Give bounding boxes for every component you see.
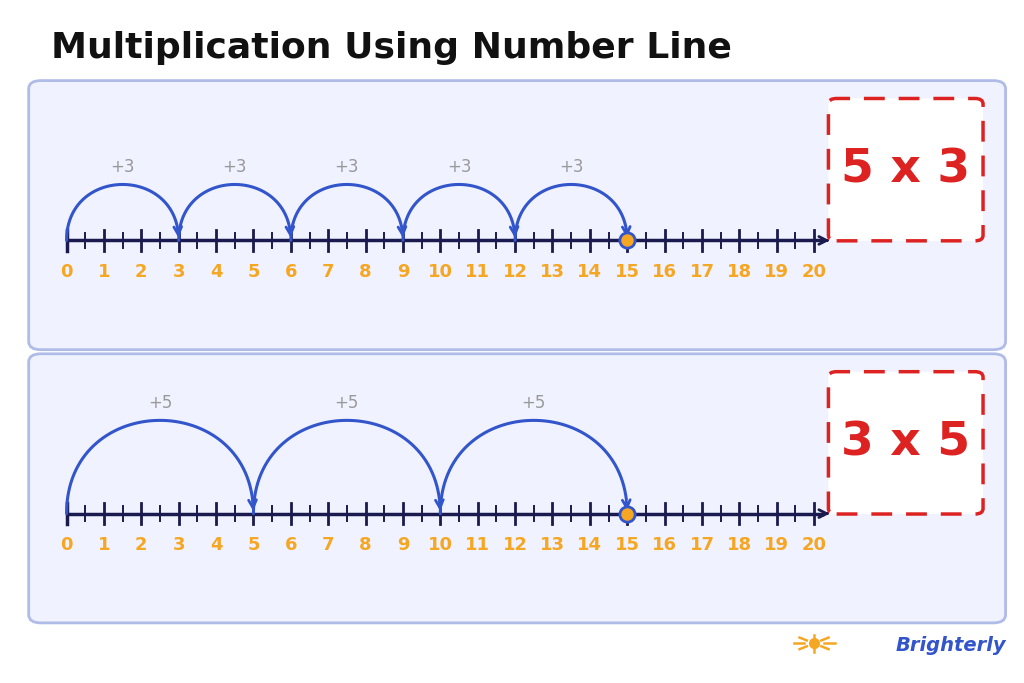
Text: 16: 16 <box>652 263 677 281</box>
Text: 8: 8 <box>359 536 372 554</box>
FancyBboxPatch shape <box>828 98 983 241</box>
Text: 5: 5 <box>247 263 260 281</box>
Text: 6: 6 <box>285 536 297 554</box>
Text: +5: +5 <box>521 394 546 412</box>
Text: +3: +3 <box>559 158 584 176</box>
Text: Multiplication Using Number Line: Multiplication Using Number Line <box>51 31 732 65</box>
Text: 5 x 3: 5 x 3 <box>841 147 971 192</box>
Text: 15: 15 <box>614 536 640 554</box>
FancyBboxPatch shape <box>828 372 983 514</box>
Text: 16: 16 <box>652 536 677 554</box>
Text: 12: 12 <box>503 263 527 281</box>
Text: 9: 9 <box>396 536 410 554</box>
Text: +5: +5 <box>335 394 359 412</box>
Text: 5: 5 <box>247 536 260 554</box>
Text: 3 x 5: 3 x 5 <box>841 420 971 465</box>
Text: 2: 2 <box>135 536 147 554</box>
Text: 10: 10 <box>428 263 453 281</box>
FancyBboxPatch shape <box>29 81 1006 350</box>
Text: 18: 18 <box>727 536 752 554</box>
Text: 1: 1 <box>97 536 111 554</box>
Text: +3: +3 <box>335 158 359 176</box>
Text: 7: 7 <box>322 536 335 554</box>
Text: 20: 20 <box>802 536 826 554</box>
Text: 11: 11 <box>465 263 490 281</box>
Text: 7: 7 <box>322 263 335 281</box>
Text: 0: 0 <box>60 263 73 281</box>
Text: +5: +5 <box>147 394 172 412</box>
Text: 14: 14 <box>578 263 602 281</box>
Text: 18: 18 <box>727 263 752 281</box>
Text: 11: 11 <box>465 536 490 554</box>
Text: 3: 3 <box>172 536 185 554</box>
Text: 0: 0 <box>60 536 73 554</box>
Text: 12: 12 <box>503 536 527 554</box>
Text: 8: 8 <box>359 263 372 281</box>
Text: 1: 1 <box>97 263 111 281</box>
Text: 4: 4 <box>210 263 222 281</box>
Text: 10: 10 <box>428 536 453 554</box>
Text: 13: 13 <box>540 536 565 554</box>
Text: 20: 20 <box>802 263 826 281</box>
Text: +3: +3 <box>111 158 135 176</box>
Text: 15: 15 <box>614 263 640 281</box>
Text: 14: 14 <box>578 536 602 554</box>
Text: Brighterly: Brighterly <box>896 636 1007 655</box>
Text: 19: 19 <box>764 263 790 281</box>
Text: 9: 9 <box>396 263 410 281</box>
Text: +3: +3 <box>222 158 247 176</box>
Text: 6: 6 <box>285 263 297 281</box>
Text: 19: 19 <box>764 536 790 554</box>
Text: 2: 2 <box>135 263 147 281</box>
Text: 17: 17 <box>689 536 715 554</box>
Text: +3: +3 <box>446 158 471 176</box>
Text: 3: 3 <box>172 263 185 281</box>
Text: 4: 4 <box>210 536 222 554</box>
Text: 13: 13 <box>540 263 565 281</box>
FancyBboxPatch shape <box>29 354 1006 623</box>
Text: 17: 17 <box>689 263 715 281</box>
